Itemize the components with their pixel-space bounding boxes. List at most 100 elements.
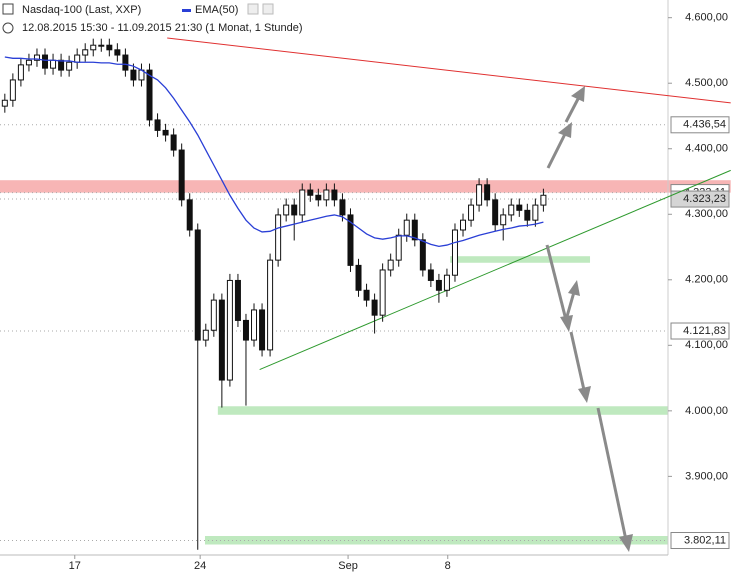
candle-body — [500, 214, 507, 226]
candle-body — [492, 199, 499, 226]
zone — [217, 406, 668, 415]
candle-body — [259, 309, 266, 351]
candle-body — [379, 269, 386, 316]
candle-body — [419, 239, 426, 271]
candle-body — [299, 189, 306, 216]
candle-body — [443, 274, 450, 291]
candle-body — [484, 184, 491, 201]
candle-body — [435, 279, 442, 291]
level-box — [670, 532, 730, 550]
candle-body — [540, 194, 547, 206]
candle-body — [508, 204, 515, 216]
candle-body — [524, 209, 531, 221]
candle-body — [42, 54, 49, 69]
level-box — [670, 190, 730, 208]
legend-label: EMA(50) — [195, 4, 238, 16]
close-icon[interactable] — [262, 3, 274, 15]
candle-body — [218, 299, 225, 381]
candle-body — [202, 329, 209, 341]
trend-line — [167, 37, 731, 104]
candle-body — [162, 129, 169, 136]
candle-body — [25, 59, 32, 66]
candle-body — [451, 229, 458, 276]
legend-swatch — [182, 9, 191, 12]
candle-body — [226, 279, 233, 381]
candle-body — [355, 264, 362, 291]
candle-body — [33, 54, 40, 61]
candle-body — [347, 214, 354, 266]
level-box — [670, 116, 730, 134]
candle-body — [387, 259, 394, 271]
candle-body — [427, 269, 434, 281]
candle-body — [460, 219, 467, 231]
clock-icon — [2, 22, 14, 34]
x-tick-label: 8 — [445, 560, 451, 572]
y-tick-label: 4.400,00 — [685, 143, 728, 155]
candle-body — [82, 49, 89, 56]
x-tick-label: 24 — [194, 560, 206, 572]
settings-icon[interactable] — [247, 3, 259, 15]
candle-body — [307, 189, 314, 196]
candle-body — [210, 299, 217, 331]
trend-line — [259, 169, 731, 371]
candle-body — [1, 99, 8, 107]
header: Nasdaq-100 (Last, XXP) EMA(50) 12.08.201… — [2, 3, 303, 34]
candle-body — [90, 44, 97, 51]
candle-body — [114, 49, 121, 56]
level-box — [670, 322, 730, 340]
y-tick-label: 4.200,00 — [685, 274, 728, 286]
candle-body — [154, 119, 161, 131]
chart-title: Nasdaq-100 (Last, XXP) — [22, 4, 141, 16]
candle-body — [58, 59, 65, 71]
candle-body — [339, 199, 346, 216]
candle-body — [516, 204, 523, 211]
x-tick-label: Sep — [338, 560, 358, 572]
candle-body — [178, 149, 185, 201]
candle-body — [242, 319, 249, 341]
candle-body — [66, 61, 73, 71]
candle-body — [251, 309, 258, 341]
candle-body — [476, 184, 483, 206]
y-tick-label: 4.100,00 — [685, 339, 728, 351]
y-tick-label: 4.600,00 — [685, 12, 728, 24]
candle-body — [74, 54, 81, 63]
arrows — [545, 86, 633, 552]
candle-body — [468, 204, 475, 221]
chart-subtitle: 12.08.2015 15:30 - 11.09.2015 21:30 (1 M… — [22, 22, 303, 34]
candle-body — [106, 44, 113, 51]
candle-body — [323, 189, 330, 201]
candle-body — [283, 204, 290, 216]
candle-body — [275, 214, 282, 261]
candle-body — [291, 204, 298, 216]
level-label: 4.436,54 — [683, 119, 726, 131]
ema-line — [4, 56, 544, 248]
candle-body — [532, 204, 539, 221]
candle-body — [395, 234, 402, 261]
candle-body — [315, 194, 322, 201]
candle-body — [267, 259, 274, 351]
menu-icon[interactable] — [2, 3, 14, 15]
candle-body — [17, 64, 24, 81]
candle-body — [98, 44, 105, 47]
candle-body — [50, 59, 57, 69]
candle-body — [371, 299, 378, 316]
candle-body — [122, 54, 129, 71]
x-tick-label: 17 — [69, 560, 81, 572]
y-tick-label: 4.000,00 — [685, 405, 728, 417]
candle-body — [411, 219, 418, 241]
level-label: 4.323,23 — [683, 193, 726, 205]
candle-body — [130, 69, 137, 81]
zone — [0, 180, 731, 193]
candle-body — [234, 279, 241, 321]
candle-body — [363, 289, 370, 301]
candle-body — [146, 69, 153, 121]
y-tick-label: 3.900,00 — [685, 470, 728, 482]
y-tick-label: 4.500,00 — [685, 77, 728, 89]
candle-body — [186, 199, 193, 231]
y-tick-label: 4.300,00 — [685, 208, 728, 220]
candle-body — [194, 229, 201, 341]
candle-body — [9, 79, 16, 101]
candle-body — [331, 189, 338, 201]
candle-body — [170, 134, 177, 151]
